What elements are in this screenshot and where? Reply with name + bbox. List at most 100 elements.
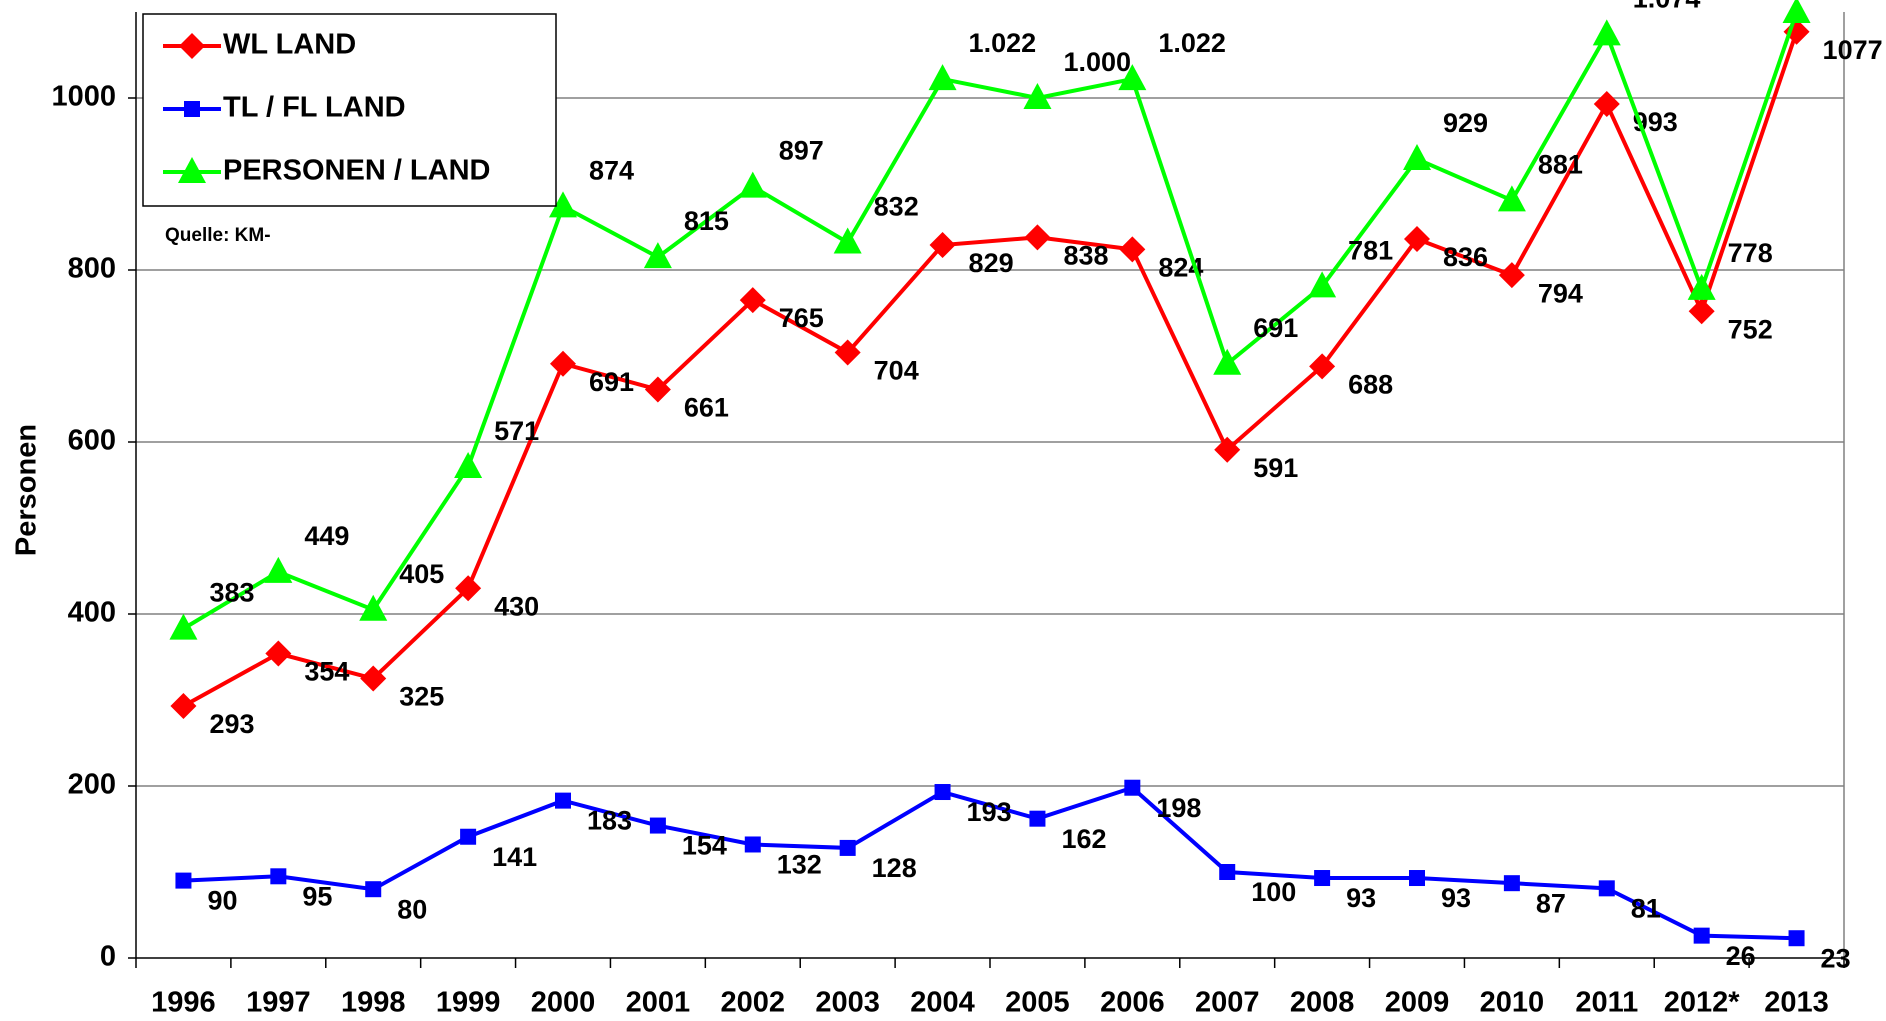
y-tick-label: 400 xyxy=(68,597,116,629)
data-label: 23 xyxy=(1821,943,1851,973)
data-label: 183 xyxy=(587,806,632,836)
data-point xyxy=(360,665,387,692)
data-label: 293 xyxy=(209,709,254,739)
data-label: 897 xyxy=(779,136,824,166)
data-label: 829 xyxy=(969,248,1014,278)
data-point xyxy=(1119,236,1146,263)
data-label: 354 xyxy=(304,657,349,687)
data-point xyxy=(738,171,767,198)
series-line xyxy=(182,31,1799,708)
data-label: 132 xyxy=(777,850,822,880)
data-point xyxy=(169,613,198,640)
x-tick-label: 2002 xyxy=(721,987,786,1019)
data-label: 874 xyxy=(589,155,634,185)
x-tick-label: 2010 xyxy=(1480,987,1545,1019)
data-label: 571 xyxy=(494,416,539,446)
data-point xyxy=(454,451,483,478)
data-label: 449 xyxy=(304,521,349,551)
data-label: 154 xyxy=(682,831,727,861)
x-tick-label: 1996 xyxy=(151,987,216,1019)
data-label: 752 xyxy=(1728,314,1773,344)
data-label: 691 xyxy=(1253,313,1298,343)
data-label: 26 xyxy=(1726,941,1756,971)
data-label: 815 xyxy=(684,206,729,236)
y-tick-label: 1000 xyxy=(51,81,116,113)
x-tick-label: 2009 xyxy=(1385,987,1450,1019)
data-point xyxy=(1024,224,1051,251)
series-line xyxy=(183,785,1797,941)
data-label: 929 xyxy=(1443,108,1488,138)
x-tick-label: 2012* xyxy=(1664,987,1741,1019)
data-point xyxy=(644,376,671,403)
data-point xyxy=(1409,870,1425,887)
data-point xyxy=(1403,144,1431,171)
y-tick-label: 0 xyxy=(100,941,116,973)
y-tick-label: 200 xyxy=(68,769,116,801)
data-label: 87 xyxy=(1536,888,1566,918)
series-line xyxy=(182,11,1799,631)
data-label: 1.000 xyxy=(1063,47,1131,77)
x-tick-label: 2001 xyxy=(626,987,691,1019)
data-label: 778 xyxy=(1728,238,1773,268)
legend-marker xyxy=(178,157,206,183)
y-tick-label: 800 xyxy=(68,253,116,285)
x-tick-label: 2005 xyxy=(1005,987,1070,1019)
data-label: 781 xyxy=(1348,235,1393,265)
x-tick-label: 2011 xyxy=(1575,987,1638,1019)
data-point xyxy=(928,64,957,91)
x-tick-label: 2008 xyxy=(1290,987,1355,1019)
x-tick-label: 2004 xyxy=(910,987,975,1019)
data-label: 95 xyxy=(302,881,332,911)
data-point xyxy=(1213,348,1242,375)
data-label: 1.022 xyxy=(969,28,1037,58)
data-label: 93 xyxy=(1441,883,1471,913)
data-point xyxy=(833,227,862,254)
x-tick-label: 2003 xyxy=(815,987,880,1019)
data-label: 80 xyxy=(397,894,427,924)
data-point xyxy=(643,242,672,269)
data-label: 691 xyxy=(589,367,634,397)
data-point xyxy=(455,575,482,602)
data-point xyxy=(1497,185,1526,212)
data-point xyxy=(1404,226,1430,253)
data-label: 198 xyxy=(1156,793,1201,823)
data-label: 90 xyxy=(207,886,237,916)
data-point xyxy=(1308,271,1337,298)
data-point xyxy=(555,792,571,809)
data-point xyxy=(1687,273,1716,300)
data-point xyxy=(1118,64,1147,91)
data-label: 1.022 xyxy=(1158,28,1226,58)
data-point xyxy=(839,839,856,856)
x-tick-label: 1999 xyxy=(436,987,501,1019)
data-point xyxy=(1782,0,1811,23)
data-point xyxy=(365,881,382,898)
data-point xyxy=(649,817,666,834)
data-point xyxy=(739,287,766,314)
data-point xyxy=(1314,870,1331,887)
data-point xyxy=(175,872,192,889)
data-label: 81 xyxy=(1631,893,1661,923)
legend-marker xyxy=(184,101,200,117)
x-tick-label: 2006 xyxy=(1100,987,1165,1019)
data-point xyxy=(359,594,388,621)
data-point xyxy=(270,868,287,885)
data-point xyxy=(1309,353,1336,380)
data-point xyxy=(934,784,951,801)
data-point xyxy=(1503,875,1520,892)
data-point xyxy=(550,350,576,377)
y-axis-title: Personen xyxy=(11,424,43,556)
legend-marker xyxy=(179,33,205,59)
data-label: 881 xyxy=(1538,149,1583,179)
data-label: 794 xyxy=(1538,278,1583,308)
data-label: 383 xyxy=(209,578,254,608)
data-point xyxy=(264,556,293,583)
data-point xyxy=(1592,19,1621,46)
x-tick-label: 1997 xyxy=(246,987,311,1019)
data-point xyxy=(1688,298,1715,325)
data-point xyxy=(1593,91,1620,118)
data-point xyxy=(1029,810,1046,827)
data-point xyxy=(265,640,292,667)
source-note: Quelle: KM- xyxy=(165,225,271,246)
x-tick-label: 1998 xyxy=(341,987,406,1019)
